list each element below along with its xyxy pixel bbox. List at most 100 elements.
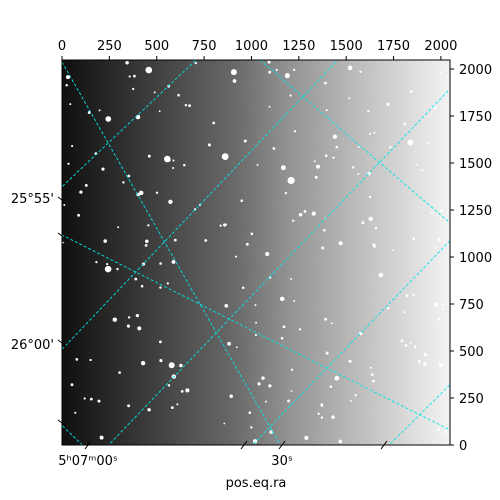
star bbox=[261, 376, 265, 380]
pixel-x-axis-top: 0 250 500 750 1000 1250 1500 1750 2000 bbox=[58, 39, 457, 60]
ra-grid-line bbox=[251, 240, 450, 445]
star bbox=[106, 263, 109, 266]
star bbox=[313, 160, 316, 163]
star bbox=[137, 326, 142, 331]
star bbox=[392, 249, 394, 252]
star bbox=[254, 334, 257, 337]
x-axis-title: pos.eq.ra bbox=[226, 476, 287, 491]
pixel-y-axis-right: 0 250 500 750 1000 1250 1500 1750 2000 bbox=[450, 63, 492, 454]
star bbox=[292, 219, 295, 222]
star bbox=[303, 209, 307, 213]
star bbox=[325, 109, 328, 112]
star bbox=[140, 284, 144, 288]
star bbox=[440, 209, 443, 213]
star bbox=[89, 358, 92, 362]
star bbox=[407, 139, 414, 146]
star bbox=[268, 384, 272, 388]
star bbox=[400, 339, 404, 343]
star bbox=[67, 162, 70, 165]
star bbox=[265, 251, 270, 257]
star bbox=[348, 97, 351, 100]
star bbox=[250, 426, 253, 429]
star bbox=[332, 134, 338, 139]
star bbox=[163, 155, 171, 163]
right-tick-label: 1250 bbox=[459, 204, 492, 219]
dec-tick-mark bbox=[57, 339, 67, 347]
star bbox=[368, 216, 373, 222]
star bbox=[135, 313, 140, 318]
star bbox=[374, 227, 378, 230]
star bbox=[185, 388, 190, 393]
star bbox=[267, 60, 271, 64]
star bbox=[405, 294, 409, 297]
star bbox=[158, 110, 161, 113]
star bbox=[133, 74, 136, 78]
dec-tick-mark bbox=[57, 196, 67, 204]
star bbox=[159, 359, 163, 363]
star bbox=[348, 359, 352, 363]
star bbox=[321, 246, 325, 250]
right-tick-label: 1000 bbox=[459, 251, 492, 266]
star bbox=[437, 428, 441, 431]
ra-grid-line bbox=[62, 60, 197, 188]
star bbox=[127, 316, 131, 319]
star bbox=[172, 166, 175, 170]
star bbox=[74, 411, 77, 414]
star bbox=[329, 385, 333, 388]
star bbox=[331, 415, 335, 419]
star bbox=[403, 311, 406, 314]
star bbox=[441, 304, 444, 307]
star bbox=[147, 408, 151, 412]
star bbox=[324, 317, 328, 321]
star bbox=[298, 212, 303, 217]
star bbox=[170, 406, 174, 410]
star bbox=[225, 223, 228, 226]
star bbox=[101, 167, 105, 171]
star bbox=[335, 145, 339, 149]
coordinate-grid bbox=[62, 60, 450, 445]
star bbox=[361, 221, 365, 225]
star bbox=[386, 306, 390, 310]
star bbox=[373, 245, 376, 248]
star bbox=[430, 212, 433, 215]
star bbox=[127, 174, 131, 178]
ra-tick-label: 5ʰ07ᵐ00ˢ bbox=[58, 454, 118, 469]
star bbox=[423, 362, 427, 366]
star bbox=[227, 341, 232, 346]
star bbox=[71, 145, 74, 148]
star bbox=[293, 130, 297, 133]
star bbox=[230, 69, 237, 76]
right-tick-label: 0 bbox=[459, 439, 467, 454]
star bbox=[272, 147, 276, 150]
star bbox=[316, 164, 320, 169]
star bbox=[69, 103, 72, 106]
dec-grid-line bbox=[62, 61, 281, 445]
star bbox=[147, 154, 151, 158]
star bbox=[70, 383, 74, 387]
star bbox=[221, 153, 229, 160]
dec-axis-left: 25°55' 26°00' bbox=[11, 192, 67, 427]
star bbox=[159, 286, 162, 289]
star bbox=[330, 322, 333, 325]
star bbox=[135, 114, 141, 120]
star bbox=[289, 94, 292, 97]
star bbox=[409, 90, 413, 93]
star bbox=[145, 66, 153, 74]
star bbox=[293, 300, 296, 302]
star bbox=[118, 371, 121, 374]
star bbox=[442, 308, 445, 311]
star bbox=[290, 368, 294, 371]
star bbox=[304, 435, 309, 441]
star bbox=[235, 255, 238, 258]
star bbox=[223, 422, 226, 425]
star bbox=[224, 303, 229, 308]
star bbox=[268, 70, 272, 74]
star bbox=[105, 116, 112, 122]
ra-tick-mark bbox=[240, 440, 248, 450]
ra-grid-line bbox=[108, 88, 450, 445]
dec-grid-line bbox=[259, 60, 450, 224]
star bbox=[347, 65, 353, 71]
star bbox=[279, 296, 285, 302]
star bbox=[280, 165, 286, 171]
star bbox=[290, 390, 293, 392]
